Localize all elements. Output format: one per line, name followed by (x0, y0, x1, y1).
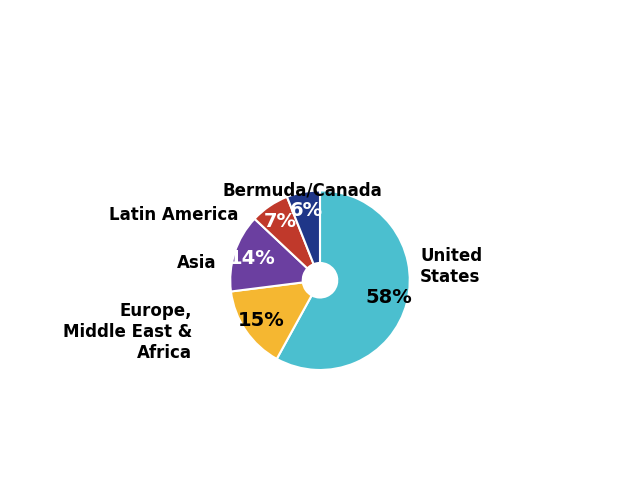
Wedge shape (231, 282, 312, 359)
Text: Asia: Asia (177, 254, 216, 272)
Text: Geographic Sources of Premium*: Geographic Sources of Premium* (16, 23, 406, 44)
Text: 6%: 6% (290, 201, 323, 220)
Text: 15%: 15% (238, 310, 285, 330)
Text: United
States: United States (420, 247, 482, 286)
Text: Bermuda/Canada: Bermuda/Canada (223, 182, 383, 199)
Text: 14%: 14% (229, 249, 276, 268)
Text: Latin America: Latin America (109, 206, 239, 224)
Text: 58%: 58% (365, 288, 412, 308)
Text: Europe,
Middle East &
Africa: Europe, Middle East & Africa (63, 302, 192, 362)
Text: 7%: 7% (264, 212, 297, 231)
Wedge shape (276, 190, 410, 370)
Wedge shape (230, 219, 307, 292)
Wedge shape (287, 190, 320, 264)
Wedge shape (255, 197, 314, 268)
